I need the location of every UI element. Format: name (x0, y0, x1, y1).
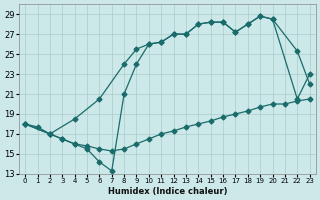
X-axis label: Humidex (Indice chaleur): Humidex (Indice chaleur) (108, 187, 227, 196)
